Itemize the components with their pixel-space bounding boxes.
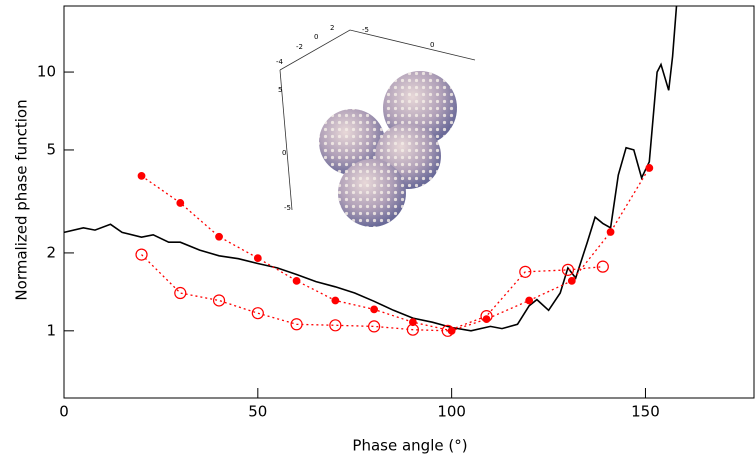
data-point: [212, 294, 226, 307]
y-tick-label: 5: [46, 140, 56, 158]
x-tick-label: 0: [59, 403, 69, 421]
x-tick-label: 50: [248, 403, 267, 421]
data-point: [406, 323, 419, 336]
data-point: [370, 305, 379, 314]
plot-frame: [63, 5, 755, 399]
y-tick-label: 2: [46, 243, 56, 261]
data-point: [135, 248, 148, 261]
y-axis-label: Normalized phase function: [13, 99, 31, 300]
series-line: [63, 5, 678, 332]
x-tick-label: 150: [631, 403, 660, 421]
inset-label: -2: [296, 43, 303, 51]
inset-label: -5: [362, 26, 369, 34]
x-axis-label: Phase angle (°): [352, 437, 467, 455]
data-point: [606, 228, 615, 236]
data-point: [408, 318, 417, 327]
data-point: [519, 265, 532, 278]
inset-label: -5: [284, 204, 291, 212]
data-point: [331, 296, 340, 305]
y-tick-label: 1: [46, 321, 56, 339]
data-point: [176, 199, 185, 207]
data-point: [215, 232, 223, 241]
data-point: [368, 320, 381, 333]
data-point: [290, 318, 303, 331]
data-point: [137, 171, 146, 180]
x-tick-label: 100: [437, 403, 466, 421]
data-point: [251, 307, 264, 320]
y-tick-label: 10: [37, 63, 56, 81]
inset-image: 2 0 -2 -4 -5 0 5 0 -5: [276, 24, 476, 227]
inset-label: -4: [276, 58, 284, 66]
data-point: [561, 263, 575, 276]
inset-label: 0: [282, 149, 286, 157]
series-line: [141, 167, 650, 332]
data-point: [441, 324, 454, 337]
data-point: [329, 319, 342, 332]
data-point: [645, 164, 654, 172]
inset-label: 5: [278, 86, 282, 94]
inset-label: 2: [330, 24, 334, 32]
data-point: [174, 286, 187, 300]
data-point: [525, 296, 534, 305]
series-line: [141, 254, 603, 332]
inset-label: 0: [430, 41, 434, 49]
inset-label: 0: [314, 33, 318, 41]
data-point: [292, 276, 301, 285]
data-point: [253, 254, 262, 262]
data-point: [567, 276, 576, 285]
data-point: [480, 309, 493, 323]
data-point: [596, 260, 609, 273]
